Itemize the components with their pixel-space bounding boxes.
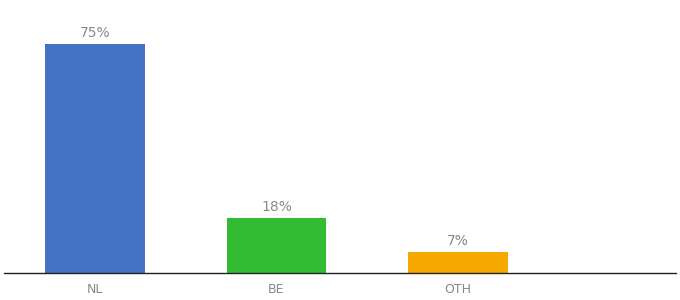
Text: 18%: 18%: [261, 200, 292, 214]
Bar: [408, 252, 508, 273]
Text: 75%: 75%: [80, 26, 110, 40]
Bar: [226, 218, 326, 273]
Bar: [45, 44, 145, 273]
Text: 7%: 7%: [447, 234, 469, 248]
